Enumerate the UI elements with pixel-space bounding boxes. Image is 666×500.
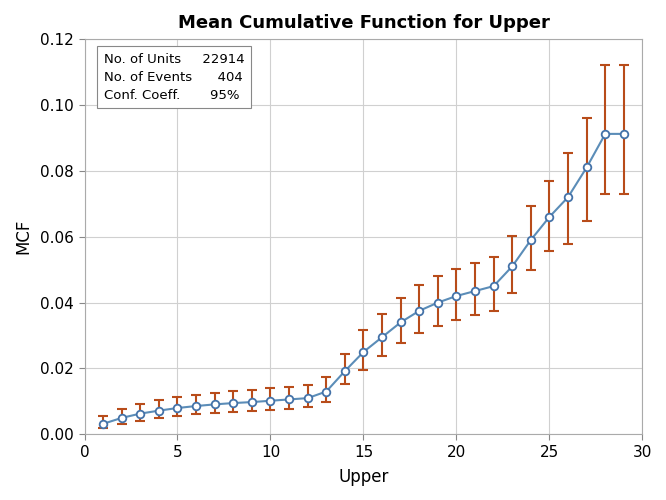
Y-axis label: MCF: MCF [14,219,32,254]
X-axis label: Upper: Upper [338,468,389,486]
Text: No. of Units     22914
No. of Events      404
Conf. Coeff.       95%: No. of Units 22914 No. of Events 404 Con… [104,53,244,102]
Title: Mean Cumulative Function for Upper: Mean Cumulative Function for Upper [178,14,549,32]
